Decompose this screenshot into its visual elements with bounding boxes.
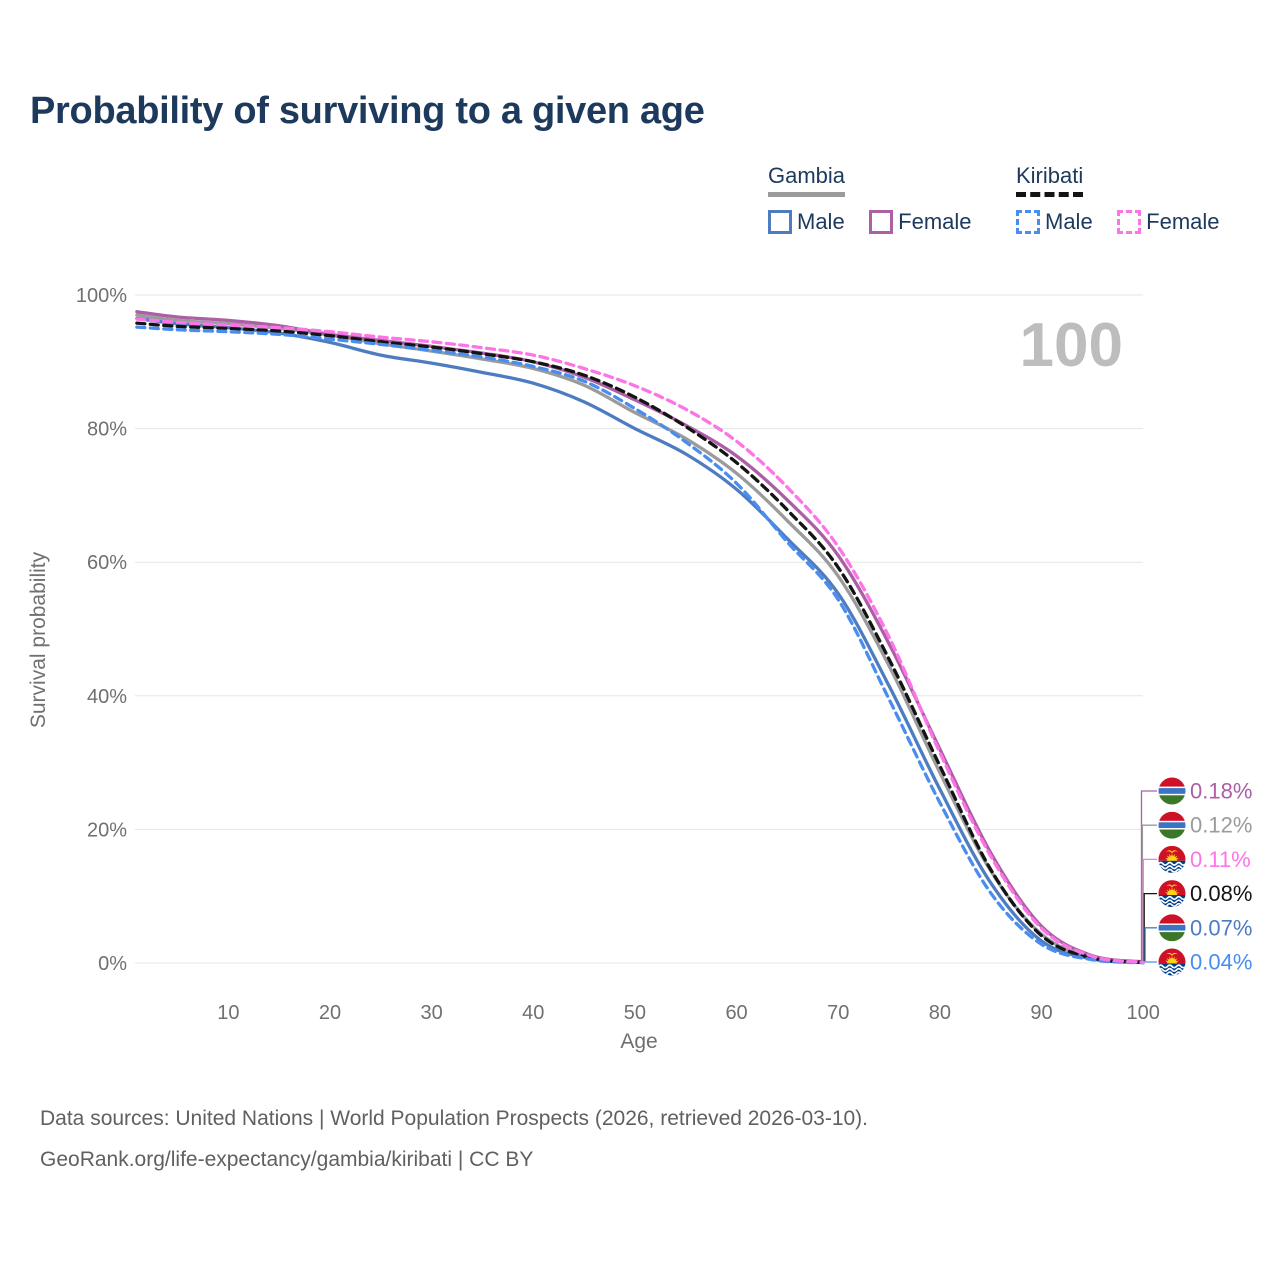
x-tick-label-30: 30 [421,1002,443,1024]
legend-swatch-gambia-male [768,210,792,234]
end-label-value-kiribati-female: 0.11% [1190,847,1251,872]
legend-title-gambia: Gambia [768,163,846,197]
end-label-connector-kiribati [1143,892,1157,961]
legend-group-kiribati: Kiribati Male Female [1016,163,1220,235]
series-line-gambia-female [135,310,1145,964]
x-tick-label-90: 90 [1030,1002,1052,1024]
y-tick-label-0: 0% [98,953,127,975]
legend-label-kiribati-male: Male [1045,209,1093,234]
x-tick-label-80: 80 [929,1002,951,1024]
flag-icon-gambia [1158,914,1186,942]
legend-swatch-gambia-female [869,210,894,234]
y-tick-label-40: 40% [87,686,127,708]
x-tick-label-70: 70 [827,1002,849,1024]
age-counter-watermark: 100 [1020,311,1123,380]
end-label-connector-gambia-female [1140,790,1157,961]
legend-label-gambia-male: Male [797,209,845,234]
x-tick-label-20: 20 [319,1002,341,1024]
y-tick-label-100: 100% [76,285,127,307]
y-axis-title: Survival probability [27,551,50,728]
flag-icon-gambia [1158,811,1186,839]
y-tick-label-60: 60% [87,552,127,574]
legend-swatch-kiribati-male [1016,210,1040,234]
legend-item-gambia-male[interactable]: Male [768,209,845,235]
series-line-kiribati-male [135,325,1145,965]
source-line-1: Data sources: United Nations | World Pop… [40,1107,869,1130]
end-label-value-kiribati: 0.08% [1190,881,1252,906]
legend-label-kiribati-female: Female [1146,209,1220,234]
flag-icon-kiribati [1158,948,1186,976]
source-line-2: GeoRank.org/life-expectancy/gambia/kirib… [40,1148,534,1171]
end-label-connector-gambia [1141,824,1157,961]
legend-group-gambia: Gambia Male Female [768,163,972,235]
legend-item-gambia-female[interactable]: Female [869,209,972,235]
end-label-value-gambia-female: 0.18% [1190,779,1252,804]
legend-title-kiribati: Kiribati [1016,163,1084,197]
legend-swatch-kiribati-female [1117,210,1142,234]
legend-item-kiribati-female[interactable]: Female [1117,209,1220,235]
x-tick-label-50: 50 [624,1002,646,1024]
end-label-value-gambia: 0.12% [1190,813,1252,838]
flag-icon-kiribati [1158,880,1186,908]
x-tick-label-60: 60 [725,1002,747,1024]
end-label-value-kiribati-male: 0.04% [1190,950,1252,975]
end-label-connector-kiribati-female [1142,858,1157,961]
flag-icon-kiribati [1158,845,1186,873]
series-line-kiribati-female [135,317,1145,964]
x-tick-label-100: 100 [1126,1002,1159,1024]
x-tick-label-10: 10 [217,1002,239,1024]
source-note: Data sources: United Nations | World Pop… [40,1098,868,1180]
legend-item-kiribati-male[interactable]: Male [1016,209,1093,235]
end-label-value-gambia-male: 0.07% [1190,915,1252,940]
x-axis-title: Age [620,1030,657,1053]
x-tick-label-40: 40 [522,1002,544,1024]
series-line-kiribati [135,321,1145,965]
y-tick-label-20: 20% [87,819,127,841]
legend-label-gambia-female: Female [898,209,972,234]
end-label-connector-kiribati-male [1145,961,1157,963]
end-label-connector-gambia-male [1144,927,1157,961]
flag-icon-gambia [1158,777,1186,805]
y-tick-label-80: 80% [87,419,127,441]
page-title: Probability of surviving to a given age [30,90,705,132]
